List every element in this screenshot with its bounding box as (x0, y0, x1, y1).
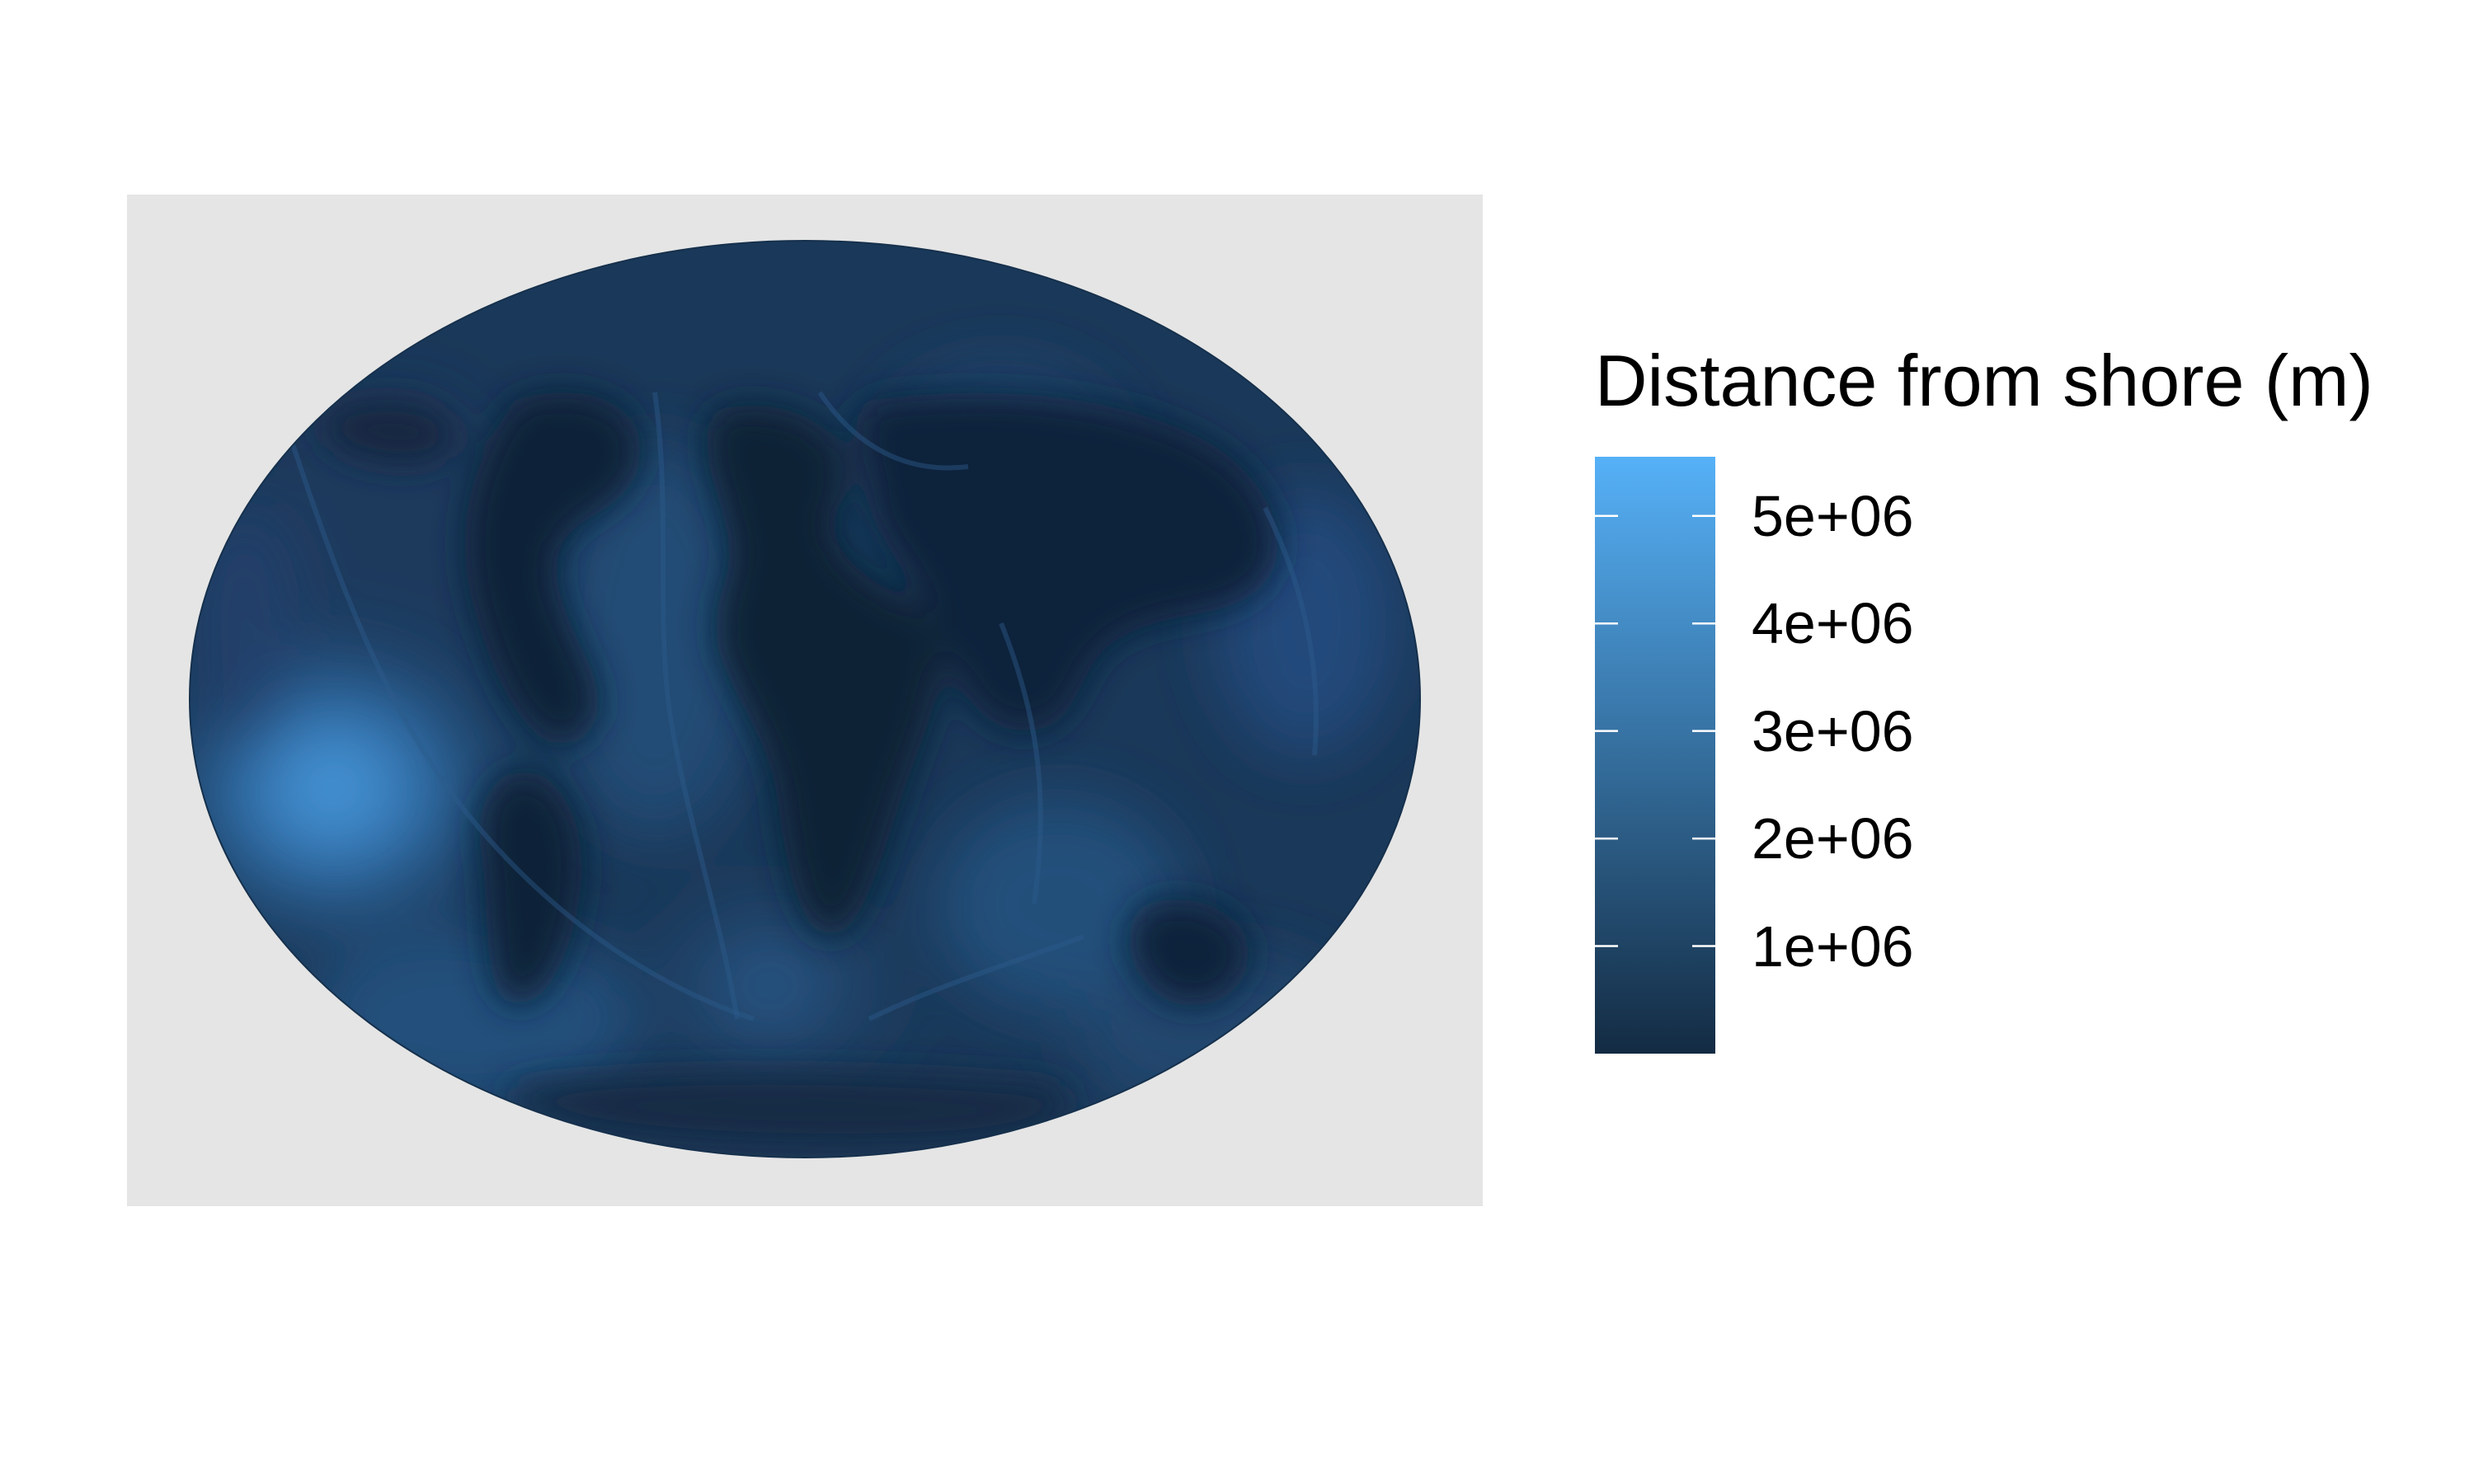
colorbar-graphic (1595, 457, 1715, 1054)
ridge-lines (289, 391, 1319, 1021)
globe-outline (189, 240, 1421, 1158)
legend-tick-label: 3e+06 (1752, 698, 1914, 763)
map-panel (127, 195, 1483, 1206)
ocean-surface (190, 241, 1420, 1158)
legend-tick-label: 2e+06 (1752, 806, 1914, 871)
legend-title: Distance from shore (m) (1595, 340, 2373, 421)
colorbar-fill (1595, 457, 1715, 1054)
colorbar-ticks (1595, 514, 1715, 947)
world-distance-map (189, 240, 1421, 1158)
legend-colorbar (1595, 457, 1715, 1054)
legend-tick-label: 5e+06 (1752, 483, 1914, 548)
legend-tick-label: 1e+06 (1752, 913, 1914, 979)
legend-tick-label: 4e+06 (1752, 591, 1914, 656)
landmass-shadows (322, 392, 1278, 1146)
